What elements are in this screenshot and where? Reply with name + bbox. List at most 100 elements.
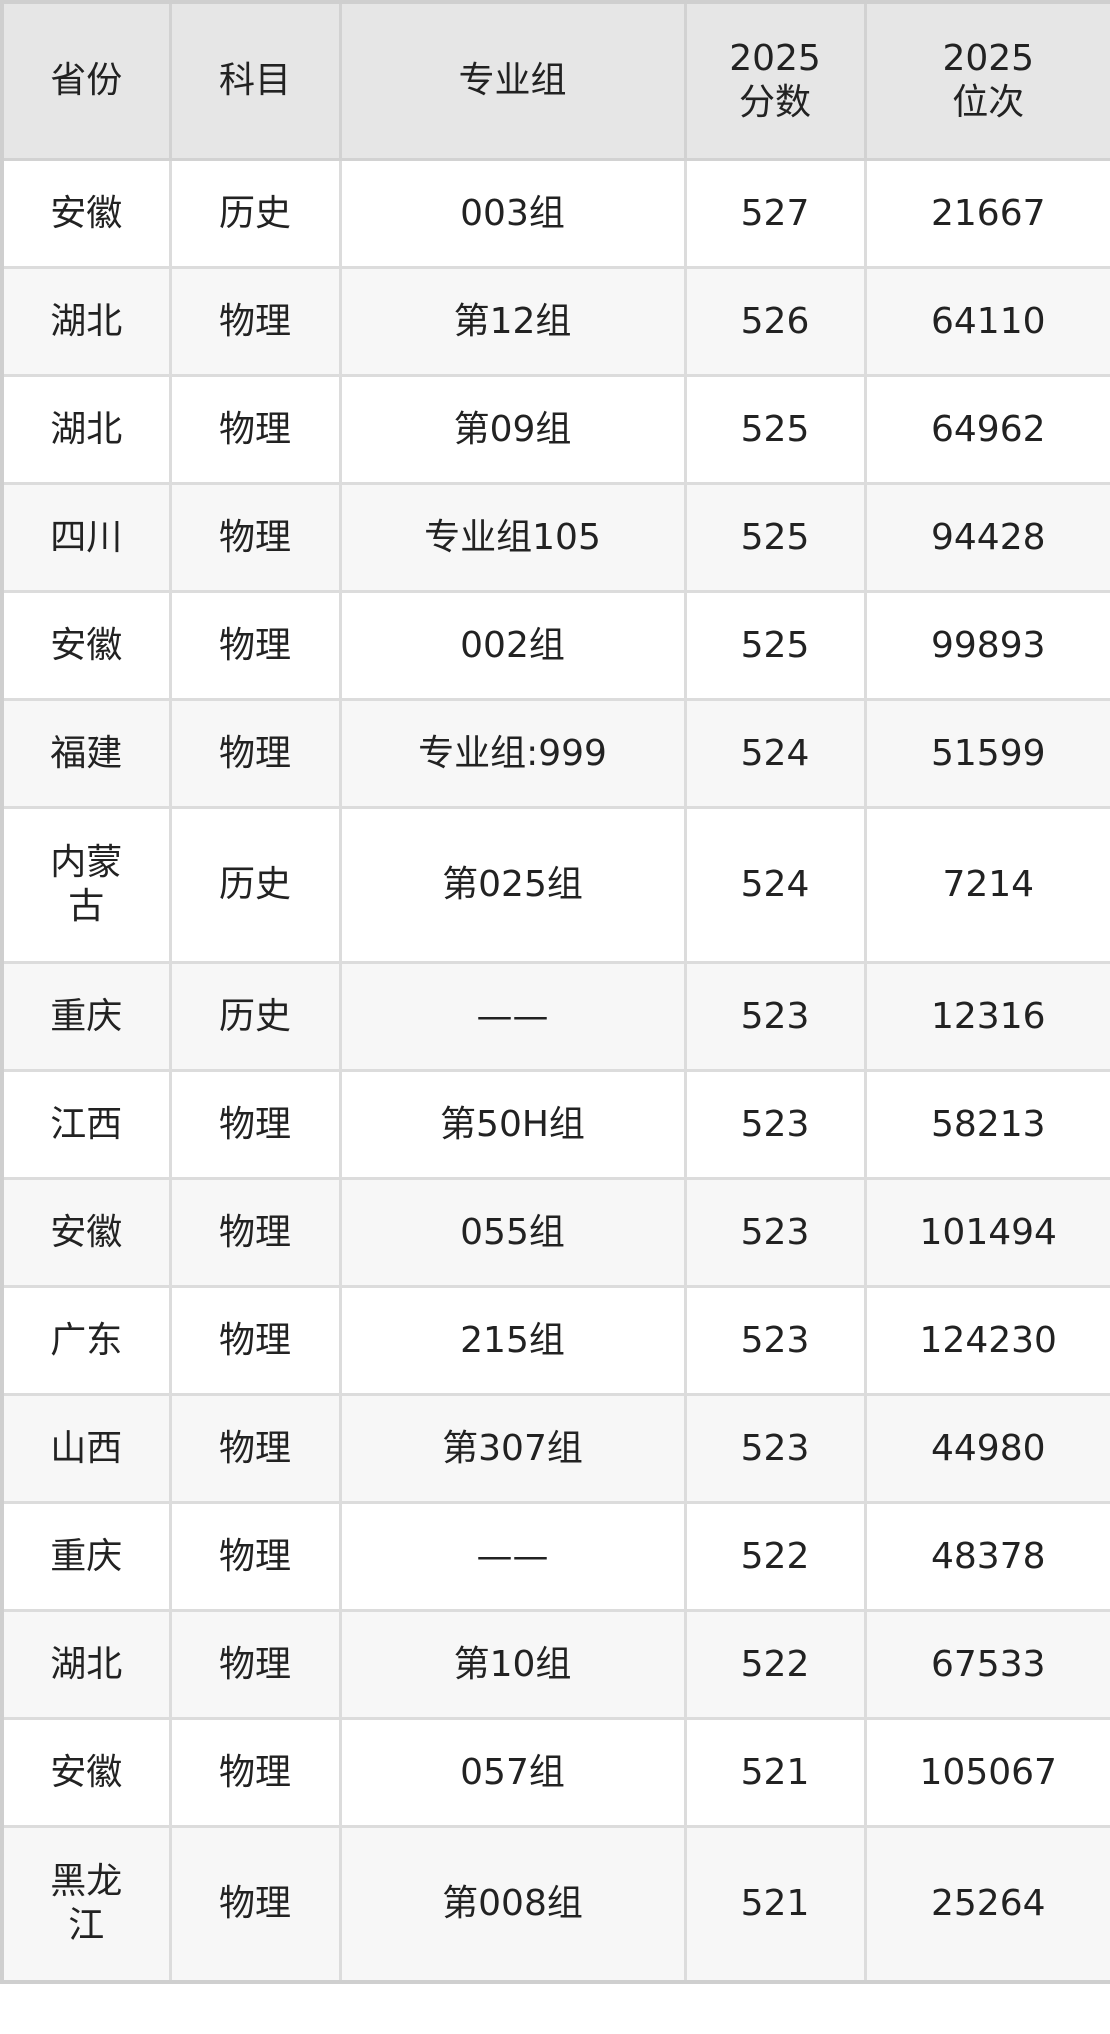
- cell-score-2025: 525: [683, 374, 867, 485]
- cell-province: 湖北: [0, 374, 172, 485]
- cell-subject: 物理: [168, 1069, 342, 1180]
- table-row: 江西 物理 第50H组 523 58213: [0, 1069, 1110, 1180]
- table-row: 广东 物理 215组 523 124230: [0, 1285, 1110, 1396]
- cell-major-group: ——: [338, 1501, 687, 1612]
- cell-major-group: 003组: [338, 158, 687, 269]
- province-text: 四川: [50, 516, 123, 558]
- cell-major-group: 第10组: [338, 1609, 687, 1720]
- cell-rank-2025: 51599: [863, 698, 1110, 809]
- table-row: 黑龙江 物理 第008组 521 25264: [0, 1825, 1110, 1984]
- table-row: 四川 物理 专业组105 525 94428: [0, 482, 1110, 593]
- column-header-subject: 科目: [168, 0, 342, 161]
- column-header-score-2025: 2025 分数: [683, 0, 867, 161]
- cell-major-group: 055组: [338, 1177, 687, 1288]
- cell-subject: 物理: [168, 1825, 342, 1984]
- cell-subject: 历史: [168, 158, 342, 269]
- cell-province: 江西: [0, 1069, 172, 1180]
- cell-rank-2025: 58213: [863, 1069, 1110, 1180]
- province-text: 安徽: [50, 624, 123, 666]
- cell-subject: 物理: [168, 1393, 342, 1504]
- province-text: 重庆: [50, 995, 123, 1037]
- cell-score-2025: 523: [683, 1069, 867, 1180]
- cell-rank-2025: 67533: [863, 1609, 1110, 1720]
- cell-subject: 物理: [168, 1285, 342, 1396]
- cell-major-group: 057组: [338, 1717, 687, 1828]
- province-text: 重庆: [50, 1535, 123, 1577]
- cell-major-group: 第008组: [338, 1825, 687, 1984]
- cell-rank-2025: 101494: [863, 1177, 1110, 1288]
- column-header-rank-2025: 2025 位次: [863, 0, 1110, 161]
- cell-province: 重庆: [0, 961, 172, 1072]
- cell-province: 四川: [0, 482, 172, 593]
- cell-major-group: 第307组: [338, 1393, 687, 1504]
- table-row: 安徽 物理 002组 525 99893: [0, 590, 1110, 701]
- cell-rank-2025: 48378: [863, 1501, 1110, 1612]
- cell-subject: 物理: [168, 590, 342, 701]
- cell-province: 黑龙江: [0, 1825, 172, 1984]
- cell-rank-2025: 105067: [863, 1717, 1110, 1828]
- cell-major-group: 002组: [338, 590, 687, 701]
- cell-score-2025: 524: [683, 698, 867, 809]
- table-row: 重庆 历史 —— 523 12316: [0, 961, 1110, 1072]
- cell-subject: 物理: [168, 1609, 342, 1720]
- cell-rank-2025: 7214: [863, 806, 1110, 964]
- cell-rank-2025: 44980: [863, 1393, 1110, 1504]
- header-text: 省份: [50, 60, 123, 101]
- table-row: 内蒙古 历史 第025组 524 7214: [0, 806, 1110, 964]
- cell-rank-2025: 94428: [863, 482, 1110, 593]
- province-text: 安徽: [50, 1211, 123, 1253]
- province-text: 福建: [50, 732, 123, 774]
- cell-score-2025: 523: [683, 1177, 867, 1288]
- cell-rank-2025: 21667: [863, 158, 1110, 269]
- cell-subject: 物理: [168, 1501, 342, 1612]
- cell-province: 安徽: [0, 158, 172, 269]
- cell-major-group: 第09组: [338, 374, 687, 485]
- cell-rank-2025: 12316: [863, 961, 1110, 1072]
- header-text: 专业组: [458, 60, 567, 101]
- cell-province: 湖北: [0, 266, 172, 377]
- cell-subject: 物理: [168, 266, 342, 377]
- cell-rank-2025: 64110: [863, 266, 1110, 377]
- cell-subject: 物理: [168, 482, 342, 593]
- cell-major-group: 第025组: [338, 806, 687, 964]
- cell-province: 安徽: [0, 1177, 172, 1288]
- cell-subject: 物理: [168, 374, 342, 485]
- cell-subject: 物理: [168, 698, 342, 809]
- table-row: 山西 物理 第307组 523 44980: [0, 1393, 1110, 1504]
- cell-subject: 历史: [168, 806, 342, 964]
- cell-major-group: ——: [338, 961, 687, 1072]
- province-text: 广东: [50, 1319, 123, 1361]
- cell-score-2025: 523: [683, 1285, 867, 1396]
- cell-score-2025: 522: [683, 1609, 867, 1720]
- score-table: 省份 科目 专业组 2025 分数 2025 位次 安徽 历史 003组 527 21667 湖北 物理…: [0, 0, 1110, 1984]
- cell-subject: 物理: [168, 1177, 342, 1288]
- column-header-province: 省份: [0, 0, 172, 161]
- cell-province: 湖北: [0, 1609, 172, 1720]
- cell-score-2025: 524: [683, 806, 867, 964]
- cell-major-group: 215组: [338, 1285, 687, 1396]
- table-header-row: 省份 科目 专业组 2025 分数 2025 位次: [0, 0, 1110, 161]
- table-row: 湖北 物理 第12组 526 64110: [0, 266, 1110, 377]
- cell-score-2025: 521: [683, 1717, 867, 1828]
- cell-province: 重庆: [0, 1501, 172, 1612]
- cell-score-2025: 523: [683, 961, 867, 1072]
- table-row: 湖北 物理 第09组 525 64962: [0, 374, 1110, 485]
- cell-major-group: 专业组105: [338, 482, 687, 593]
- header-text: 科目: [218, 60, 291, 101]
- cell-province: 福建: [0, 698, 172, 809]
- cell-major-group: 专业组:999: [338, 698, 687, 809]
- province-text: 湖北: [50, 408, 123, 450]
- cell-rank-2025: 99893: [863, 590, 1110, 701]
- cell-major-group: 第50H组: [338, 1069, 687, 1180]
- table-row: 安徽 物理 057组 521 105067: [0, 1717, 1110, 1828]
- cell-province: 山西: [0, 1393, 172, 1504]
- cell-score-2025: 527: [683, 158, 867, 269]
- cell-province: 内蒙古: [0, 806, 172, 964]
- cell-score-2025: 526: [683, 266, 867, 377]
- cell-score-2025: 521: [683, 1825, 867, 1984]
- province-text: 山西: [50, 1427, 123, 1469]
- header-text: 位次: [952, 82, 1025, 123]
- province-text: 安徽: [50, 1751, 123, 1793]
- province-text: 安徽: [50, 192, 123, 234]
- province-text: 湖北: [50, 300, 123, 342]
